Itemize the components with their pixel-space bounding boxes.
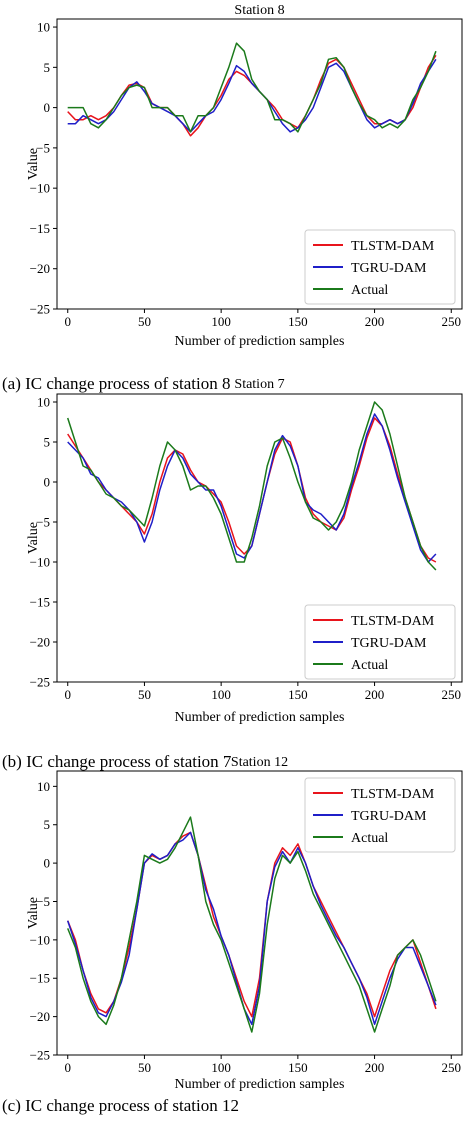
- legend-label-1: TGRU-DAM: [351, 809, 427, 824]
- y-axis-label: Value: [26, 897, 41, 929]
- x-tick-label: 0: [64, 1060, 71, 1075]
- series-line-1: [67, 58, 437, 133]
- y-tick-label: −20: [30, 635, 50, 650]
- x-tick-label: 150: [288, 314, 308, 329]
- y-tick-label: −15: [30, 971, 50, 986]
- legend-label-2: Actual: [351, 831, 388, 846]
- x-axis-label: Number of prediction samples: [175, 710, 345, 725]
- x-tick-label: 250: [442, 1060, 462, 1075]
- y-tick-label: −5: [36, 140, 50, 155]
- x-tick-label: 50: [138, 314, 151, 329]
- y-tick-label: 10: [37, 779, 50, 794]
- chart-station-7: Station 70 50 100 150 200 2501050−5−10−15−20−…: [26, 377, 463, 725]
- chart-title: Station 7: [234, 377, 284, 392]
- series-line-2: [67, 816, 437, 1033]
- series-line-2: [67, 42, 437, 133]
- caption-station-8: (a) IC change process of station 8: [2, 374, 231, 393]
- legend-box: [304, 604, 456, 680]
- x-tick-label: 200: [365, 1060, 385, 1075]
- legend-label-2: Actual: [351, 658, 388, 673]
- series-line-1: [66, 831, 437, 1026]
- y-tick-label: −15: [30, 221, 50, 236]
- y-tick-label: 0: [44, 856, 51, 871]
- legend-label-1: TGRU-DAM: [351, 261, 427, 276]
- y-axis-label: Value: [26, 148, 41, 180]
- x-axis-label: Number of prediction samples: [175, 1077, 345, 1092]
- x-tick-label: 150: [288, 687, 308, 702]
- legend-label-0: TLSTM-DAM: [351, 614, 435, 629]
- chart-title: Station 12: [231, 755, 288, 770]
- plot-area-frame: [56, 18, 463, 310]
- x-tick-label: 0: [64, 314, 71, 329]
- x-tick-label: 250: [442, 687, 462, 702]
- y-tick-label: −20: [30, 261, 50, 276]
- y-tick-label: −10: [30, 932, 50, 947]
- y-tick-label: 5: [44, 60, 51, 75]
- chart-title: Station 8: [234, 3, 284, 18]
- legend-box: [304, 229, 456, 305]
- y-tick-label: 10: [37, 395, 50, 410]
- y-tick-label: −25: [30, 302, 50, 317]
- plot-area-frame: [56, 770, 463, 1056]
- y-tick-label: 5: [44, 817, 51, 832]
- chart-station-12: Station 120 50 100 150 200 2501050−5−10−15−20…: [26, 755, 463, 1092]
- caption-station-12: (c) IC change process of station 12: [2, 1096, 239, 1115]
- legend: TLSTM-DAM TGRU-DAM Actual: [304, 777, 456, 853]
- chart-panel-station-8: Station 8 0 50 100 150 200 250 10 5 0 −5 −10 −15 −20−…: [0, 0, 474, 372]
- legend: TLSTM-DAM TGRU-DAM Actual: [304, 229, 456, 305]
- x-tick-label: 150: [288, 1060, 308, 1075]
- y-tick-label: −25: [30, 1048, 50, 1063]
- series-line-2: [66, 401, 437, 571]
- x-tick-label: 100: [211, 1060, 231, 1075]
- legend-label-2: Actual: [351, 283, 388, 298]
- x-tick-label: 50: [138, 687, 151, 702]
- x-tick-label: 50: [138, 1060, 151, 1075]
- y-tick-label: −20: [30, 1009, 50, 1024]
- y-tick-label: −10: [30, 555, 50, 570]
- y-tick-label: −5: [36, 515, 50, 530]
- caption-station-7: (b) IC change process of station 7: [2, 752, 232, 771]
- legend: TLSTM-DAM TGRU-DAM Actual: [304, 604, 456, 680]
- legend-box: [304, 777, 456, 853]
- chart-panel-station-12: Station 12 0 50 100 150 200 250 10 5 0 −5 −10 −15 −20…: [0, 750, 474, 1118]
- y-tick-label: 10: [37, 20, 50, 35]
- plot-area-frame: [56, 393, 463, 683]
- y-tick-label: 0: [44, 100, 51, 115]
- y-tick-label: −5: [36, 894, 50, 909]
- x-tick-label: 250: [442, 314, 462, 329]
- y-tick-label: −25: [30, 675, 50, 690]
- x-axis-label: Number of prediction samples: [175, 334, 345, 349]
- chart-station-8: Station 80 50 100 150 200 2501050−5−10−15−20−…: [26, 3, 463, 349]
- legend-label-0: TLSTM-DAM: [351, 239, 435, 254]
- x-tick-label: 200: [365, 687, 385, 702]
- x-tick-label: 100: [211, 687, 231, 702]
- x-tick-label: 100: [211, 314, 231, 329]
- y-tick-label: −15: [30, 595, 50, 610]
- y-axis-label: Value: [26, 522, 41, 554]
- y-tick-label: 0: [44, 475, 51, 490]
- x-tick-label: 0: [64, 687, 71, 702]
- chart-panel-station-7: Station 7 0 50 100 150 200 250 10 5 0 −5 −10 −15 −20−…: [0, 372, 474, 750]
- legend-label-1: TGRU-DAM: [351, 636, 427, 651]
- series-line-0: [67, 831, 437, 1018]
- legend-label-0: TLSTM-DAM: [351, 787, 435, 802]
- y-tick-label: 5: [44, 435, 51, 450]
- x-tick-label: 200: [365, 314, 385, 329]
- y-tick-label: −10: [30, 181, 50, 196]
